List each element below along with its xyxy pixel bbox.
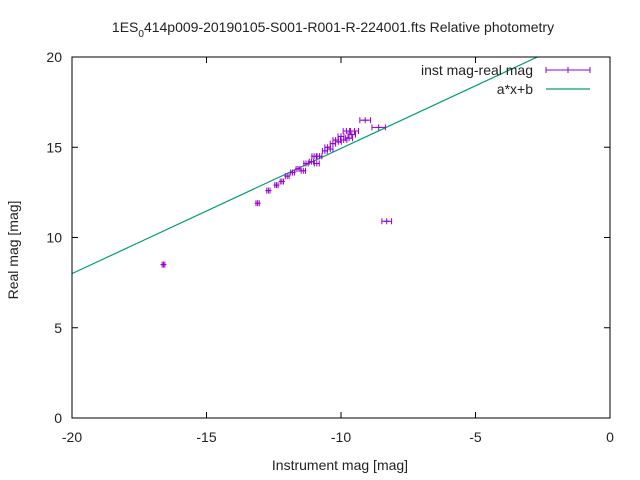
data-point [359, 117, 372, 124]
data-points-group [160, 117, 393, 268]
data-point [349, 128, 359, 135]
data-point [300, 167, 307, 174]
data-point [313, 160, 320, 167]
data-point [327, 146, 334, 153]
x-tick-label: -10 [331, 429, 351, 445]
data-point [308, 158, 315, 165]
data-point [284, 173, 291, 180]
legend-label-points: inst mag-real mag [421, 62, 533, 78]
data-point [347, 131, 357, 138]
data-point [316, 153, 323, 160]
x-tick-label: -20 [62, 429, 82, 445]
y-tick-label: 20 [46, 49, 62, 65]
legend-label-fit: a*x+b [497, 81, 533, 97]
y-tick-label: 0 [54, 410, 62, 426]
data-point [303, 160, 310, 167]
fit-line-group [72, 57, 538, 275]
data-point [273, 182, 280, 189]
data-point [265, 187, 272, 194]
axis-ticks: -20 -15 -10 -5 0 0 5 10 15 20 [46, 49, 614, 445]
plot-frame [71, 56, 611, 419]
x-tick-label: -15 [196, 429, 216, 445]
y-tick-label: 10 [46, 230, 62, 246]
data-point [311, 153, 318, 160]
data-point [289, 169, 296, 176]
y-tick-label: 15 [46, 139, 62, 155]
data-point [345, 135, 354, 142]
data-point [278, 178, 285, 185]
x-tick-label: 0 [606, 429, 614, 445]
legend: inst mag-real mag a*x+b [421, 62, 591, 97]
y-axis-label: Real mag [mag] [5, 201, 21, 300]
x-axis-label: Instrument mag [mag] [272, 457, 408, 473]
fit-line [72, 57, 538, 275]
data-point [371, 124, 386, 131]
data-point [342, 128, 351, 135]
x-tick-label: -5 [469, 429, 482, 445]
y-tick-label: 5 [54, 320, 62, 336]
data-point [337, 133, 345, 140]
legend-marker-points [545, 67, 591, 73]
data-point [381, 218, 393, 225]
data-point [254, 200, 261, 207]
data-point [294, 165, 301, 172]
data-point [160, 261, 167, 268]
chart-title: 1ES0414p009-20190105-S001-R001-R-224001.… [112, 19, 554, 40]
